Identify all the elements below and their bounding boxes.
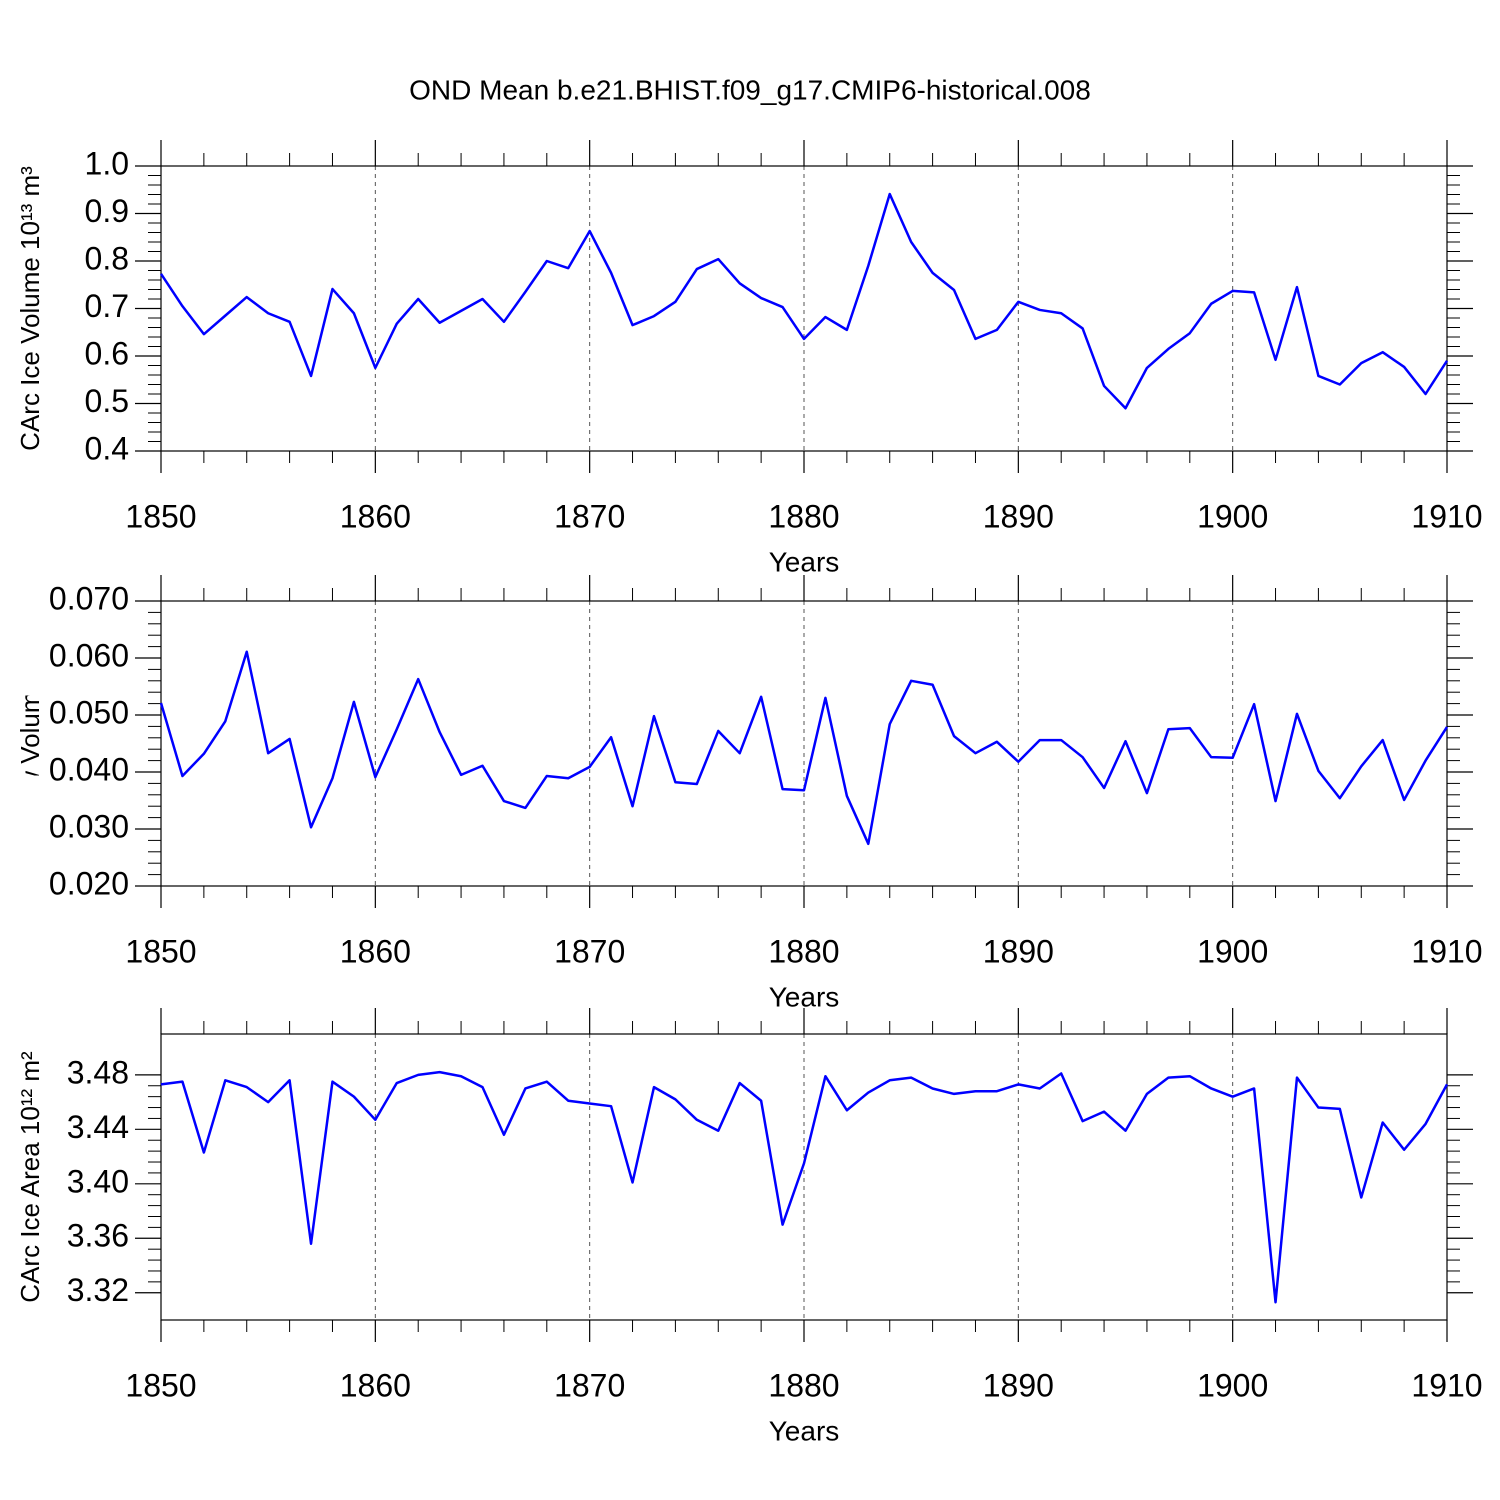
x-tick-label: 1880 [768, 933, 839, 969]
x-tick-label: 1900 [1197, 933, 1268, 969]
y-tick-label: 3.48 [67, 1054, 129, 1090]
y-tick-label: 0.5 [85, 383, 129, 419]
x-tick-label: 1880 [768, 1367, 839, 1403]
x-tick-label: 1850 [125, 933, 196, 969]
y-tick-label: 0.6 [85, 335, 129, 371]
y-tick-label: 0.060 [49, 637, 129, 673]
y-tick-label: 0.9 [85, 193, 129, 229]
x-axis-label: Years [769, 546, 840, 577]
x-axis-label: Years [769, 1415, 840, 1446]
data-line [160, 1070, 1449, 1304]
y-tick-label: 3.32 [67, 1272, 129, 1308]
x-tick-label: 1870 [554, 933, 625, 969]
y-tick-label: 0.070 [49, 580, 129, 616]
x-tick-label: 1900 [1197, 1367, 1268, 1403]
x-tick-label: 1870 [554, 498, 625, 534]
y-tick-label: 0.020 [49, 865, 129, 901]
x-tick-label: 1850 [125, 498, 196, 534]
chart-title: OND Mean b.e21.BHIST.f09_g17.CMIP6-histo… [409, 74, 1091, 105]
y-tick-label: 1.0 [85, 145, 129, 181]
y-axis-label: CArc Ice Volume 10¹³ m³ [15, 166, 45, 451]
x-tick-label: 1900 [1197, 498, 1268, 534]
x-tick-label: 1860 [340, 933, 411, 969]
plot-frame [160, 1033, 1448, 1321]
x-tick-label: 1890 [983, 933, 1054, 969]
x-tick-label: 1890 [983, 498, 1054, 534]
y-tick-label: 0.030 [49, 808, 129, 844]
y-tick-label: 0.4 [85, 430, 129, 466]
y-tick-label: 3.44 [67, 1109, 129, 1145]
x-axis-label: Years [769, 981, 840, 1012]
y-tick-label: 3.40 [67, 1163, 129, 1199]
x-tick-label: 1910 [1411, 933, 1482, 969]
x-tick-label: 1860 [340, 498, 411, 534]
x-tick-label: 1910 [1411, 498, 1482, 534]
x-tick-label: 1870 [554, 1367, 625, 1403]
x-tick-label: 1910 [1411, 1367, 1482, 1403]
y-tick-label: 0.040 [49, 751, 129, 787]
y-axis-label: CArc Ice Area 10¹² m² [15, 1051, 45, 1303]
x-tick-label: 1890 [983, 1367, 1054, 1403]
plot-frame [160, 600, 1448, 887]
y-axis-label: CArc Snow Volume 10¹³ m³ [15, 586, 45, 901]
y-tick-label: 0.050 [49, 694, 129, 730]
x-tick-label: 1850 [125, 1367, 196, 1403]
plot-frame [160, 165, 1448, 452]
x-tick-label: 1880 [768, 498, 839, 534]
x-tick-label: 1860 [340, 1367, 411, 1403]
y-tick-label: 3.36 [67, 1218, 129, 1254]
y-tick-label: 0.8 [85, 240, 129, 276]
data-line [159, 192, 1449, 410]
y-tick-label: 0.7 [85, 288, 129, 324]
data-line [159, 650, 1449, 846]
